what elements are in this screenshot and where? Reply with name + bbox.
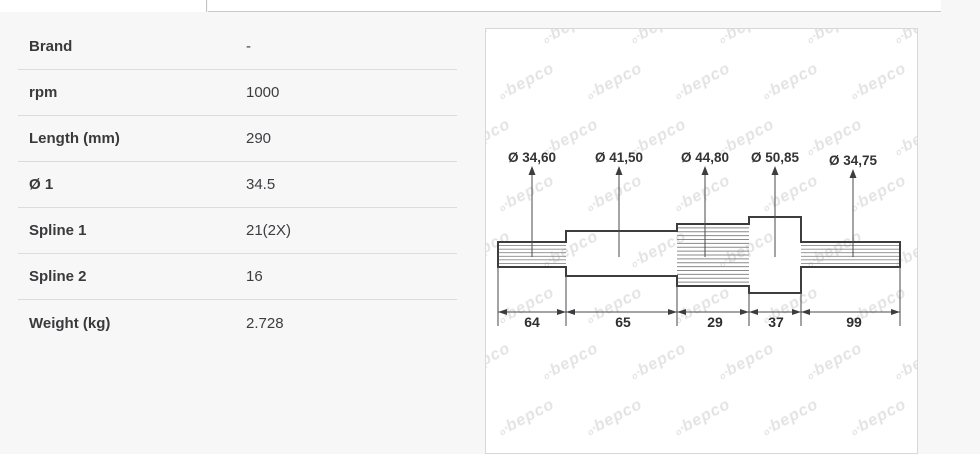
spec-row: Spline 2 16 [18, 254, 457, 300]
spec-value: 16 [246, 268, 263, 285]
spec-value: 1000 [246, 84, 280, 101]
length-label: 29 [707, 314, 723, 330]
spec-label: Weight (kg) [29, 314, 111, 332]
spec-value: - [246, 38, 251, 55]
spec-value: 2.728 [246, 314, 284, 332]
spec-label: Spline 2 [29, 268, 87, 285]
spec-row: Spline 1 21(2X) [18, 208, 457, 254]
spec-value: 290 [246, 130, 272, 147]
spec-value: 34.5 [246, 176, 276, 193]
length-label: 65 [615, 314, 631, 330]
spec-table: Brand - rpm 1000 Length (mm) 290 Ø 1 34.5 Spline… [18, 24, 457, 346]
spec-row: Weight (kg) 2.728 [18, 300, 457, 346]
spec-value: 21(2X) [246, 222, 292, 239]
length-label: 37 [768, 314, 784, 330]
spec-row: Ø 1 34.5 [18, 162, 457, 208]
spec-label: Length (mm) [29, 130, 120, 147]
diameter-label: Ø 41,50 [595, 150, 643, 165]
length-label: 99 [846, 314, 862, 330]
active-tab[interactable] [0, 0, 207, 12]
spec-label: Brand [29, 38, 73, 55]
diameter-label: Ø 44,80 [681, 150, 729, 165]
length-label: 64 [524, 314, 540, 330]
spec-label: Ø 1 [29, 176, 54, 193]
tab-bar [0, 0, 980, 12]
spec-label: Spline 1 [29, 222, 87, 239]
spec-row: Brand - [18, 24, 457, 70]
tab-strip-divider [208, 0, 941, 12]
diameter-label: Ø 34,75 [829, 153, 878, 168]
shaft-technical-drawing: Ø 34,60 Ø 41,50 Ø 44,80 Ø 50,85 Ø 34,75 64 65 2… [497, 150, 901, 330]
technical-drawing-panel: o°bepcoo°bepcoo°bepcoo°bepcoo°bepcoo°bep… [485, 28, 918, 454]
diameter-label: Ø 34,60 [508, 150, 556, 165]
spec-label: rpm [29, 84, 58, 101]
spec-row: rpm 1000 [18, 70, 457, 116]
spec-row: Length (mm) 290 [18, 116, 457, 162]
diameter-label: Ø 50,85 [751, 150, 800, 165]
